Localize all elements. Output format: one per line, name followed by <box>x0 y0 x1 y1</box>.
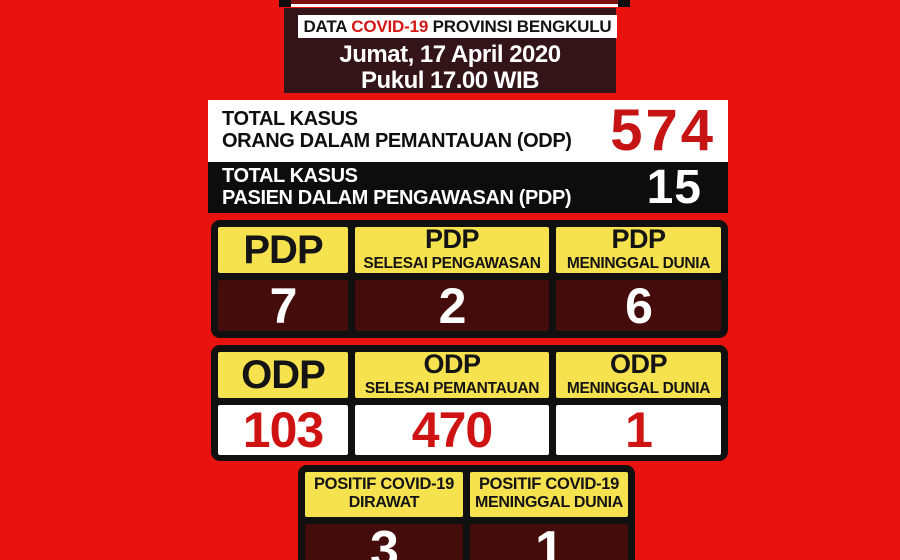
odp-col-meninggal-title: ODP <box>609 349 668 380</box>
header-title: DATA COVID-19 PROVINSI BENGKULU <box>298 15 617 38</box>
pdp-col-total-title: PDP <box>243 228 323 272</box>
total-odp-banner: TOTAL KASUS ORANG DALAM PEMANTAUAN (ODP)… <box>208 100 728 162</box>
cropped-card-fill <box>291 0 618 4</box>
odp-col-meninggal-header: ODP MENINGGAL DUNIA <box>556 349 721 398</box>
pdp-col-selesai-subtitle: SELESAI PENGAWASAN <box>363 254 541 272</box>
header-time: Pukul 17.00 WIB <box>361 67 539 94</box>
header-card: DATA COVID-19 PROVINSI BENGKULU Jumat, 1… <box>284 8 617 94</box>
pdp-col-selesai-title: PDP <box>424 224 480 255</box>
positif-meninggal-value: 1 <box>470 524 628 560</box>
header-title-prefix: DATA <box>303 17 347 36</box>
pdp-selesai-value: 2 <box>355 280 549 331</box>
header-title-covid: COVID-19 <box>351 17 429 36</box>
positif-table: POSITIF COVID-19 DIRAWAT POSITIF COVID-1… <box>298 465 635 560</box>
pdp-col-meninggal-header: PDP MENINGGAL DUNIA <box>556 224 721 273</box>
odp-col-selesai-header: ODP SELESAI PEMANTAUAN <box>355 349 549 398</box>
total-odp-label-line1: TOTAL KASUS <box>222 108 358 131</box>
header-title-suffix: PROVINSI BENGKULU <box>432 17 612 36</box>
pdp-total-value: 7 <box>218 280 348 331</box>
total-pdp-label: TOTAL KASUS PASIEN DALAM PENGAWASAN (PDP… <box>222 164 572 209</box>
header-date: Jumat, 17 April 2020 <box>339 41 561 68</box>
positif-dirawat-value: 3 <box>305 524 463 560</box>
total-pdp-label-line2: PASIEN DALAM PENGAWASAN (PDP) <box>222 186 572 209</box>
pdp-table: PDP PDP SELESAI PENGAWASAN PDP MENINGGAL… <box>211 220 728 338</box>
pdp-col-meninggal-title: PDP <box>611 224 666 255</box>
odp-col-total-title: ODP <box>241 353 326 397</box>
pdp-col-total-header: PDP <box>218 227 348 273</box>
positif-dirawat-header: POSITIF COVID-19 DIRAWAT <box>305 472 463 517</box>
total-odp-label-line2: ORANG DALAM PEMANTAUAN (ODP) <box>222 130 572 152</box>
pdp-meninggal-value: 6 <box>556 280 721 331</box>
odp-table: ODP ODP SELESAI PEMANTAUAN ODP MENINGGAL… <box>211 345 728 461</box>
total-odp-label: TOTAL KASUS ORANG DALAM PEMANTAUAN (ODP) <box>222 109 572 152</box>
odp-col-selesai-subtitle: SELESAI PEMANTAUAN <box>364 379 540 397</box>
odp-selesai-value: 470 <box>355 405 549 455</box>
cropped-card-remnant <box>279 0 630 7</box>
odp-col-selesai-title: ODP <box>423 349 481 380</box>
positif-meninggal-header: POSITIF COVID-19 MENINGGAL DUNIA <box>470 472 628 517</box>
total-pdp-label-line1: TOTAL KASUS <box>222 164 358 187</box>
cropped-card-white-line <box>291 4 618 7</box>
total-pdp-value: 15 <box>646 160 702 214</box>
odp-col-meninggal-subtitle: MENINGGAL DUNIA <box>566 379 711 397</box>
positif-meninggal-subtitle: MENINGGAL DUNIA <box>474 493 624 511</box>
pdp-col-meninggal-subtitle: MENINGGAL DUNIA <box>566 254 711 272</box>
pdp-col-selesai-header: PDP SELESAI PENGAWASAN <box>355 224 549 273</box>
positif-dirawat-title: POSITIF COVID-19 <box>313 475 455 494</box>
total-pdp-banner: TOTAL KASUS PASIEN DALAM PENGAWASAN (PDP… <box>208 162 728 213</box>
positif-dirawat-subtitle: DIRAWAT <box>348 493 420 511</box>
odp-total-value: 103 <box>218 405 348 455</box>
total-odp-value: 574 <box>610 98 716 163</box>
odp-col-total-header: ODP <box>218 352 348 398</box>
positif-meninggal-title: POSITIF COVID-19 <box>478 475 620 494</box>
odp-meninggal-value: 1 <box>556 405 721 455</box>
